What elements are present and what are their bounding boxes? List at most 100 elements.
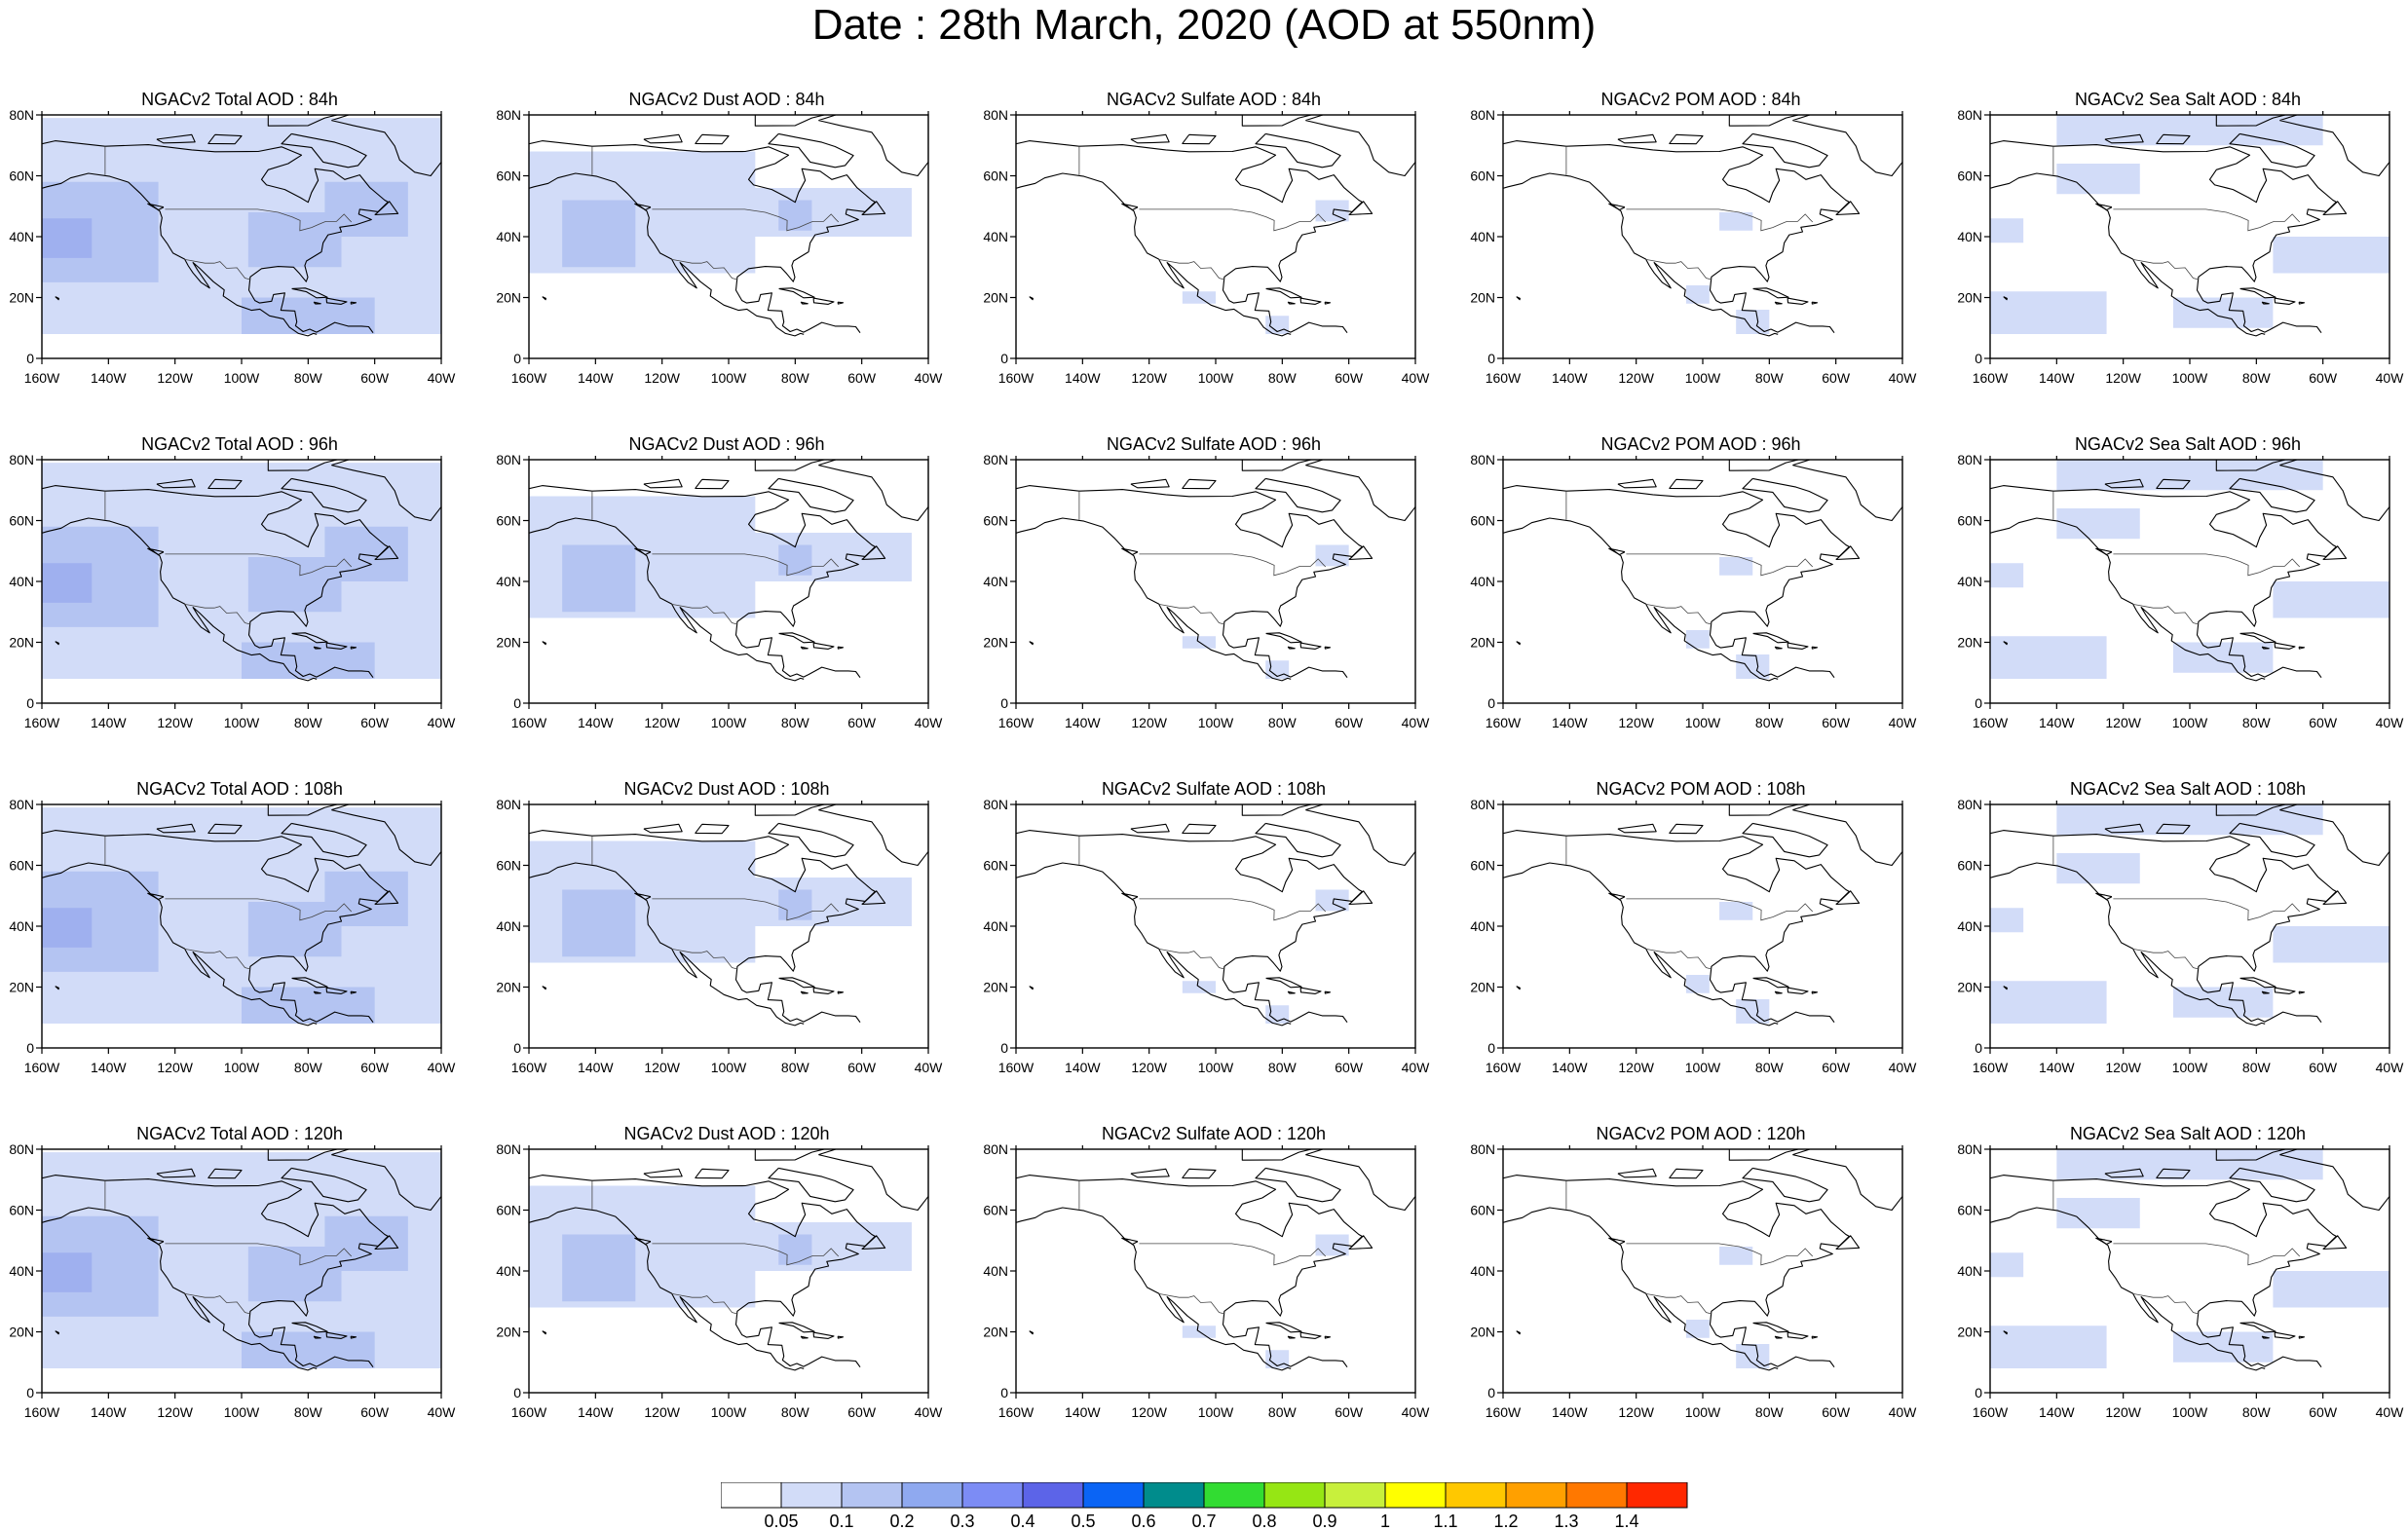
country-border: [1626, 553, 1814, 577]
coastline: [1241, 115, 1314, 127]
country-border: [165, 1243, 353, 1266]
aod-shading: [734, 533, 912, 581]
coastline: [1774, 301, 1783, 305]
lon-tick-label: 120W: [2105, 370, 2141, 386]
lon-tick-label: 120W: [157, 1060, 193, 1075]
aod-shading: [2172, 1331, 2274, 1363]
coastline: [1787, 297, 1809, 305]
coastline: [2274, 297, 2296, 305]
lon-tick-label: 120W: [1618, 370, 1654, 386]
coastline: [1324, 1335, 1332, 1339]
map-panel-total-108h: NGACv2 Total AOD : 108h 160W 140W 120W 100W 8…: [0, 777, 487, 1123]
lat-tick-label: 80N: [9, 107, 34, 123]
lat-tick-label: 80N: [1470, 107, 1495, 123]
lat-tick-label: 80N: [496, 797, 521, 812]
map-plot: 160W 140W 120W 100W 80W 60W 40W 80N 60N 40N 20N 0: [9, 797, 456, 1075]
coastline: [837, 990, 845, 994]
map-panel-pom-84h: NGACv2 POM AOD : 84h 160W 140W 120W 100W 80W 6…: [1461, 88, 1948, 433]
colorbar-label: 1.3: [1554, 1512, 1578, 1531]
coastline: [1792, 1149, 1902, 1212]
aod-shading: [1990, 218, 2024, 243]
country-border: [2132, 259, 2200, 280]
coastline: [291, 977, 328, 989]
country-border: [1626, 898, 1814, 921]
lon-tick-label: 100W: [2172, 370, 2208, 386]
lon-tick-label: 100W: [711, 1404, 747, 1420]
coastline: [147, 1237, 165, 1246]
lat-tick-label: 0: [1487, 1040, 1495, 1056]
coastline: [156, 1168, 196, 1178]
map-plot: 160W 140W 120W 100W 80W 60W 40W 80N 60N 40N 20N 0: [496, 452, 943, 730]
panel-title: NGACv2 Sea Salt AOD : 96h: [2074, 434, 2302, 454]
coastline: [207, 1168, 243, 1179]
coastline: [1016, 140, 1363, 334]
lon-tick-label: 80W: [294, 1060, 323, 1075]
coastline: [1774, 646, 1783, 650]
coastline: [2279, 804, 2389, 867]
lon-tick-label: 40W: [1402, 715, 1431, 730]
coastline: [1774, 1335, 1783, 1339]
colorbar-label: 0.2: [889, 1512, 914, 1531]
lon-tick-label: 160W: [998, 1060, 1035, 1075]
lon-tick-label: 100W: [224, 370, 260, 386]
coastline: [542, 296, 546, 301]
country-border: [1158, 259, 1225, 280]
coastline: [2239, 977, 2276, 989]
lon-tick-label: 160W: [24, 370, 60, 386]
coastline: [1182, 1168, 1217, 1179]
lon-tick-label: 100W: [711, 1060, 747, 1075]
coastline: [1787, 1331, 1809, 1339]
panel-title: NGACv2 POM AOD : 96h: [1600, 434, 1801, 454]
coastline: [1728, 1149, 1801, 1161]
coastline: [643, 133, 683, 144]
map-plot: 160W 140W 120W 100W 80W 60W 40W 80N 60N 40N 20N 0: [1957, 1141, 2404, 1420]
coastline: [1121, 547, 1139, 556]
lon-tick-label: 160W: [1486, 1404, 1522, 1420]
coastline: [374, 890, 399, 906]
colorbar-label: 0.8: [1252, 1512, 1276, 1531]
coastline: [1029, 641, 1034, 646]
lon-tick-label: 80W: [1268, 1404, 1298, 1420]
lon-tick-label: 60W: [360, 1060, 390, 1075]
coastline: [1669, 133, 1704, 145]
lon-tick-label: 140W: [578, 1404, 614, 1420]
coastline: [2003, 641, 2008, 646]
coastline: [1255, 1167, 1341, 1203]
coastline: [1305, 460, 1415, 522]
colorbar-label: 0.1: [829, 1512, 853, 1531]
coastline: [754, 1149, 827, 1161]
coastline: [331, 804, 441, 867]
coastline: [1130, 1168, 1170, 1178]
map-panel-seasalt-108h: NGACv2 Sea Salt AOD : 108h 160W 140W 120W 10…: [1948, 777, 2408, 1123]
coastline: [2003, 986, 2008, 990]
lat-tick-label: 40N: [1957, 229, 1982, 244]
coastline: [1990, 485, 2337, 679]
coastline: [42, 517, 318, 682]
coastline: [1029, 296, 1034, 301]
coastline: [529, 1207, 805, 1371]
lat-tick-label: 0: [26, 1040, 34, 1056]
map-plot: 160W 140W 120W 100W 80W 60W 40W 80N 60N 40N 20N 0: [496, 797, 943, 1075]
map-plot: 160W 140W 120W 100W 80W 60W 40W 80N 60N 40N 20N 0: [983, 107, 1430, 386]
lon-tick-label: 120W: [157, 1404, 193, 1420]
map-panel-seasalt-84h: NGACv2 Sea Salt AOD : 84h 160W 140W 120W 100…: [1948, 88, 2408, 433]
coastline: [1255, 822, 1341, 858]
coastline: [42, 862, 318, 1027]
coastline: [529, 172, 805, 337]
lon-tick-label: 120W: [644, 1060, 680, 1075]
coastline: [2298, 646, 2306, 650]
colorbar-label: 0.7: [1191, 1512, 1216, 1531]
coastline: [800, 301, 809, 305]
colorbar-label: 0.4: [1010, 1512, 1035, 1531]
coastline: [267, 804, 340, 816]
coastline: [1305, 804, 1415, 867]
aod-shading: [562, 889, 636, 957]
lat-tick-label: 0: [1487, 1385, 1495, 1400]
coastline: [374, 201, 399, 216]
aod-shading: [778, 200, 812, 231]
country-border: [1158, 949, 1225, 970]
aod-shading: [2273, 237, 2389, 274]
lat-tick-label: 0: [26, 1385, 34, 1400]
lat-tick-label: 40N: [1470, 1263, 1495, 1279]
country-border: [652, 898, 840, 921]
